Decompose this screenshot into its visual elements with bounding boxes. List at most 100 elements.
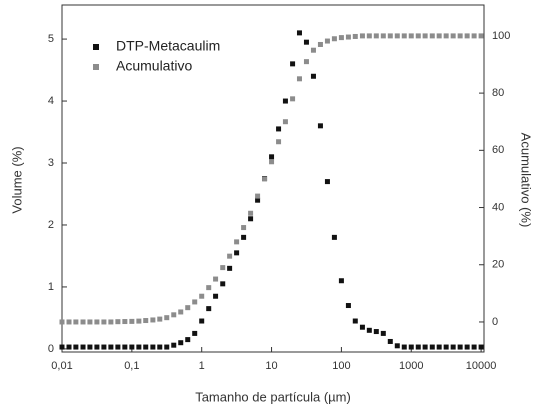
point — [241, 234, 247, 240]
point — [366, 327, 372, 333]
point — [129, 318, 135, 324]
point — [464, 344, 470, 350]
point — [157, 344, 163, 350]
point — [380, 330, 386, 336]
point — [345, 34, 351, 40]
point — [324, 38, 330, 44]
point — [359, 33, 365, 39]
point — [192, 299, 198, 305]
point — [101, 319, 107, 325]
point — [443, 33, 449, 39]
point — [324, 179, 330, 185]
x-tick-label: 10000 — [466, 360, 497, 372]
point — [234, 239, 240, 245]
point — [436, 33, 442, 39]
y2-tick-label: 80 — [492, 87, 504, 99]
y2-axis-label: Acumulativo (%) — [519, 133, 534, 228]
legend-label: Acumulativo — [116, 58, 192, 74]
y2-tick-label: 20 — [492, 259, 504, 271]
point — [303, 39, 309, 45]
point — [282, 119, 288, 125]
point — [457, 33, 463, 39]
legend-marker — [93, 44, 99, 50]
point — [338, 35, 344, 41]
point — [408, 344, 414, 350]
y-tick-label: 3 — [48, 157, 54, 169]
point — [269, 159, 275, 165]
point — [115, 319, 121, 325]
point — [143, 344, 149, 350]
legend-marker — [93, 64, 99, 70]
point — [227, 253, 233, 259]
x-axis-label: Tamanho de partícula (µm) — [195, 389, 351, 404]
x-tick-label: 10 — [265, 360, 277, 372]
point — [150, 317, 156, 323]
point — [478, 33, 484, 39]
point — [429, 344, 435, 350]
point — [422, 33, 428, 39]
point — [276, 126, 282, 132]
point — [296, 30, 302, 36]
point — [129, 344, 135, 350]
point — [303, 59, 309, 65]
point — [436, 344, 442, 350]
point — [192, 330, 198, 336]
point — [415, 344, 421, 350]
y-tick-label: 1 — [48, 281, 54, 293]
point — [262, 176, 268, 182]
point — [59, 319, 65, 325]
point — [401, 344, 407, 350]
point — [213, 293, 219, 299]
y2-tick-label: 40 — [492, 201, 504, 213]
point — [387, 33, 393, 39]
point — [178, 309, 184, 315]
point — [94, 319, 100, 325]
point — [227, 265, 233, 271]
point — [178, 340, 184, 346]
point — [241, 225, 247, 231]
point — [185, 305, 191, 311]
point — [478, 344, 484, 350]
point — [255, 193, 261, 199]
point — [171, 312, 177, 318]
x-tick-label: 1000 — [399, 360, 423, 372]
point — [87, 344, 93, 350]
point — [331, 36, 337, 42]
point — [59, 344, 65, 350]
point — [66, 319, 72, 325]
point — [387, 338, 393, 344]
point — [199, 293, 205, 299]
point — [317, 123, 323, 129]
point — [352, 318, 358, 324]
point — [94, 344, 100, 350]
point — [310, 47, 316, 53]
point — [296, 76, 302, 82]
point — [276, 139, 282, 145]
point — [143, 318, 149, 324]
point — [310, 73, 316, 79]
plot-frame — [61, 4, 485, 353]
point — [359, 324, 365, 330]
point — [136, 344, 142, 350]
point — [290, 96, 296, 102]
point — [429, 33, 435, 39]
y-tick-label: 5 — [48, 33, 54, 45]
x-tick-label: 100 — [332, 360, 350, 372]
x-tick-label: 0,1 — [124, 360, 139, 372]
point — [450, 344, 456, 350]
point — [394, 343, 400, 349]
legend-label: DTP-Metacaulim — [116, 38, 220, 54]
point — [213, 276, 219, 282]
y2-tick-label: 0 — [492, 316, 498, 328]
point — [220, 281, 226, 287]
point — [234, 250, 240, 256]
point — [394, 33, 400, 39]
point — [408, 33, 414, 39]
point — [122, 319, 128, 325]
point — [122, 344, 128, 350]
point — [352, 33, 358, 39]
y-tick-label: 0 — [48, 343, 54, 355]
point — [171, 342, 177, 348]
point — [380, 33, 386, 39]
